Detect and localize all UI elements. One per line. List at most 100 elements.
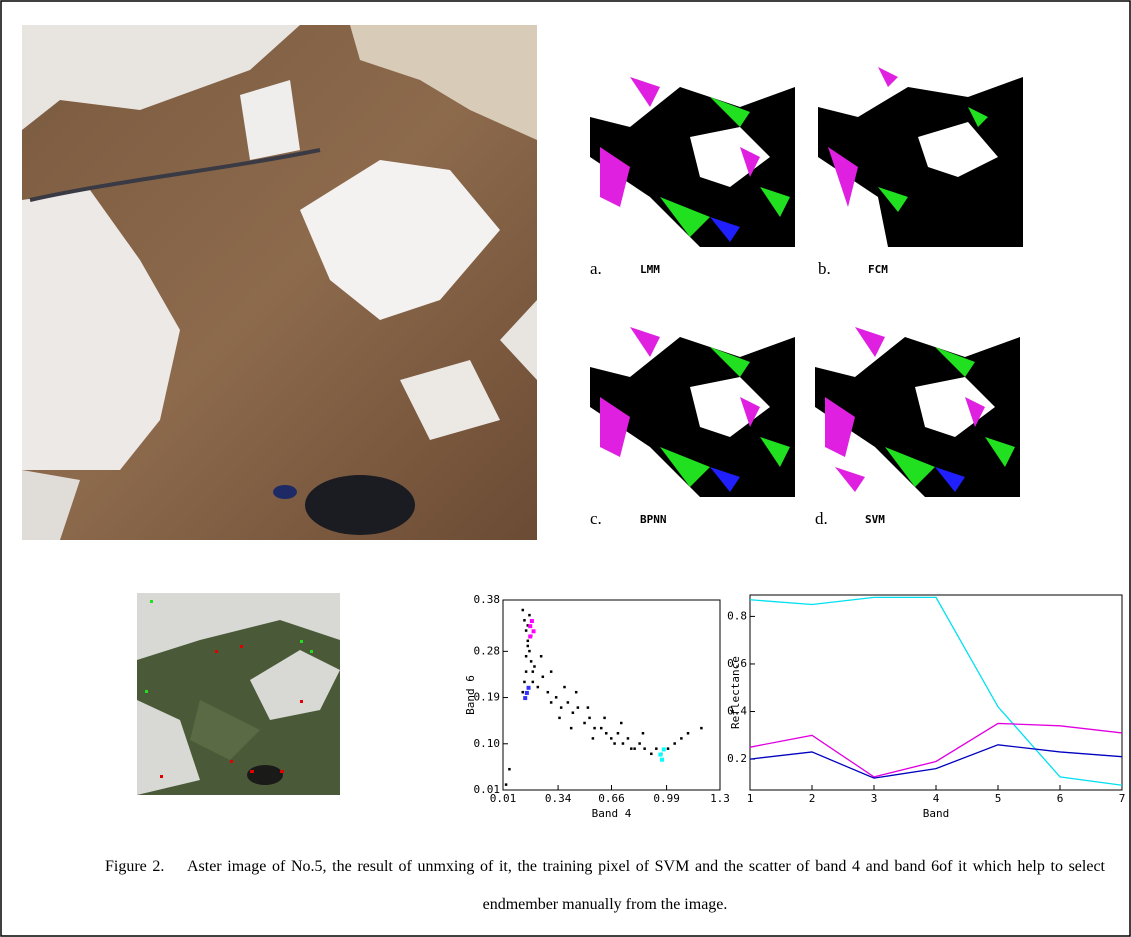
scatter-point <box>528 634 532 638</box>
panel-name: LMM <box>640 263 660 276</box>
scatter-point <box>533 665 536 668</box>
scatter-point <box>658 753 662 757</box>
panel-name: SVM <box>865 513 885 526</box>
y-axis-label: Reflectance <box>729 656 742 729</box>
scatter-point <box>655 747 658 750</box>
scatter-point <box>572 711 575 714</box>
x-tick-label: 1.3 <box>710 792 730 805</box>
scatter-point <box>532 681 535 684</box>
page: a.LMMb.FCMc.BPNNd.SVM0.010.340.660.991.3… <box>0 0 1131 937</box>
x-tick-label: 0.34 <box>545 792 572 805</box>
scatter-point <box>528 614 531 617</box>
scatter-point <box>550 670 553 673</box>
scatter-point <box>630 747 633 750</box>
y-tick-label: 0.19 <box>474 691 501 704</box>
y-tick-label: 0.28 <box>474 644 501 657</box>
x-tick-label: 5 <box>995 792 1002 805</box>
scatter-point <box>537 686 540 689</box>
scatter-point <box>560 706 563 709</box>
x-tick-label: 4 <box>933 792 940 805</box>
caption-text: Aster image of No.5, the result of unmxi… <box>187 858 1105 913</box>
scatter-point <box>525 629 528 632</box>
panel-name: BPNN <box>640 513 667 526</box>
scatter-point <box>525 691 529 695</box>
scatter-point <box>662 747 666 751</box>
panel-letter: a. <box>590 259 602 278</box>
scatter-point <box>642 732 645 735</box>
panel-letter: b. <box>818 259 831 278</box>
scatter-point <box>633 747 636 750</box>
y-tick-label: 0.8 <box>727 609 747 622</box>
scatter-point <box>567 701 570 704</box>
panel-name: FCM <box>868 263 888 276</box>
scatter-point <box>558 717 561 720</box>
scatter-point <box>508 768 511 771</box>
scatter-point <box>667 747 670 750</box>
x-tick-label: 2 <box>809 792 816 805</box>
scatter-point <box>700 727 703 730</box>
scatter-point <box>525 670 528 673</box>
caption: Figure 2. Aster image of No.5, the resul… <box>105 848 1105 924</box>
y-axis-label: Band 6 <box>464 675 477 715</box>
scatter-point <box>620 722 623 725</box>
scatter-point <box>593 727 596 730</box>
scatter-point <box>687 732 690 735</box>
scatter-point <box>622 742 625 745</box>
y-tick-label: 0.2 <box>727 752 747 765</box>
panel-letter: c. <box>590 509 602 528</box>
scatter-point <box>505 783 508 786</box>
scatter-point <box>592 737 595 740</box>
scatter-point <box>522 609 525 612</box>
scatter-point <box>523 619 526 622</box>
scatter-point <box>540 655 543 658</box>
scatter-point <box>650 753 653 756</box>
scatter-point <box>530 619 534 623</box>
x-tick-label: 3 <box>871 792 878 805</box>
x-tick-label: 0.66 <box>598 792 625 805</box>
caption-label: Figure 2. <box>105 858 164 875</box>
scatter-point <box>673 742 676 745</box>
scatter-point <box>525 655 528 658</box>
scatter-point <box>603 717 606 720</box>
scatter-point <box>532 629 536 633</box>
scatter-point <box>643 747 646 750</box>
y-tick-label: 0.01 <box>474 783 501 796</box>
scatter-point <box>542 676 545 679</box>
y-tick-label: 0.38 <box>474 593 501 606</box>
scatter-point <box>550 701 553 704</box>
scatter-point <box>523 681 526 684</box>
scatter-point <box>528 624 532 628</box>
training-image <box>137 593 340 795</box>
x-axis-label: Band <box>923 807 950 820</box>
scatter-point <box>587 706 590 709</box>
x-tick-label: 7 <box>1119 792 1126 805</box>
scatter-point <box>613 742 616 745</box>
scatter-point <box>660 758 664 762</box>
scatter-point <box>563 686 566 689</box>
scatter-point <box>527 645 530 648</box>
scatter-point <box>555 696 558 699</box>
scatter-point <box>547 691 550 694</box>
scatter-point <box>530 660 533 663</box>
x-tick-label: 1 <box>747 792 754 805</box>
scatter-point <box>617 732 620 735</box>
scatter-point <box>522 691 525 694</box>
scatter-point <box>577 706 580 709</box>
scatter-point <box>610 737 613 740</box>
scatter-point <box>583 722 586 725</box>
scatter-point <box>605 732 608 735</box>
scatter-point <box>523 696 527 700</box>
scatter-point <box>532 670 535 673</box>
x-tick-label: 0.99 <box>653 792 680 805</box>
scatter-point <box>570 727 573 730</box>
scatter-point <box>627 737 630 740</box>
y-tick-label: 0.10 <box>474 737 501 750</box>
scatter-point <box>575 691 578 694</box>
scatter-point <box>528 650 531 653</box>
plot-frame <box>503 600 720 790</box>
x-tick-label: 6 <box>1057 792 1064 805</box>
scatter-point <box>638 742 641 745</box>
figure: a.LMMb.FCMc.BPNNd.SVM0.010.340.660.991.3… <box>0 0 1131 937</box>
scatter-point <box>588 717 591 720</box>
satellite-image <box>22 25 537 540</box>
